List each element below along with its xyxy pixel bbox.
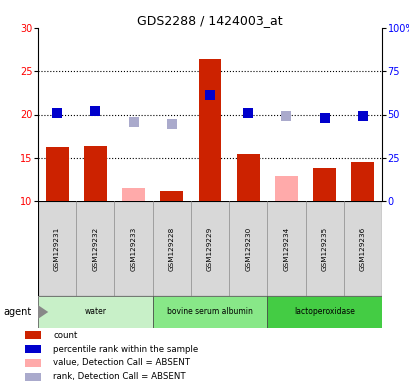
Point — [359, 113, 365, 119]
Text: GSM129235: GSM129235 — [321, 227, 327, 271]
Text: GSM129230: GSM129230 — [245, 227, 251, 271]
Bar — [84, 146, 106, 201]
Bar — [274, 176, 297, 201]
Text: GSM129229: GSM129229 — [207, 227, 213, 271]
Bar — [152, 296, 267, 328]
Text: lactoperoxidase: lactoperoxidase — [294, 308, 354, 316]
Point — [168, 121, 175, 127]
Bar — [191, 201, 229, 296]
Polygon shape — [38, 305, 48, 319]
Text: agent: agent — [4, 307, 32, 317]
Text: GSM129228: GSM129228 — [169, 227, 174, 271]
Bar — [152, 201, 191, 296]
Bar — [114, 201, 152, 296]
Text: rank, Detection Call = ABSENT: rank, Detection Call = ABSENT — [53, 372, 185, 381]
Point — [321, 115, 327, 121]
Text: GSM129232: GSM129232 — [92, 227, 98, 271]
Bar — [267, 201, 305, 296]
Bar — [236, 154, 259, 201]
Bar — [267, 296, 381, 328]
Text: bovine serum albumin: bovine serum albumin — [166, 308, 252, 316]
Bar — [45, 147, 68, 201]
Bar — [25, 345, 41, 353]
Point — [130, 119, 137, 125]
Bar — [198, 59, 221, 201]
Text: GSM129233: GSM129233 — [130, 227, 136, 271]
Bar — [76, 201, 114, 296]
Bar — [305, 201, 343, 296]
Bar — [229, 201, 267, 296]
Bar — [122, 188, 145, 201]
Point — [206, 93, 213, 99]
Bar — [25, 359, 41, 367]
Point — [244, 110, 251, 116]
Bar — [38, 201, 76, 296]
Point — [54, 110, 60, 116]
Bar — [25, 331, 41, 339]
Point — [92, 108, 99, 114]
Text: GSM129231: GSM129231 — [54, 227, 60, 271]
Bar — [312, 168, 335, 201]
Bar — [351, 162, 373, 201]
Bar — [25, 373, 41, 381]
Text: GSM129236: GSM129236 — [359, 227, 365, 271]
Text: count: count — [53, 331, 77, 339]
Text: value, Detection Call = ABSENT: value, Detection Call = ABSENT — [53, 359, 190, 367]
Bar — [343, 201, 381, 296]
Text: percentile rank within the sample: percentile rank within the sample — [53, 344, 198, 354]
Text: water: water — [84, 308, 106, 316]
Point — [283, 113, 289, 119]
Bar — [160, 192, 183, 201]
Bar — [38, 296, 152, 328]
Text: GSM129234: GSM129234 — [283, 227, 289, 271]
Title: GDS2288 / 1424003_at: GDS2288 / 1424003_at — [137, 14, 282, 27]
